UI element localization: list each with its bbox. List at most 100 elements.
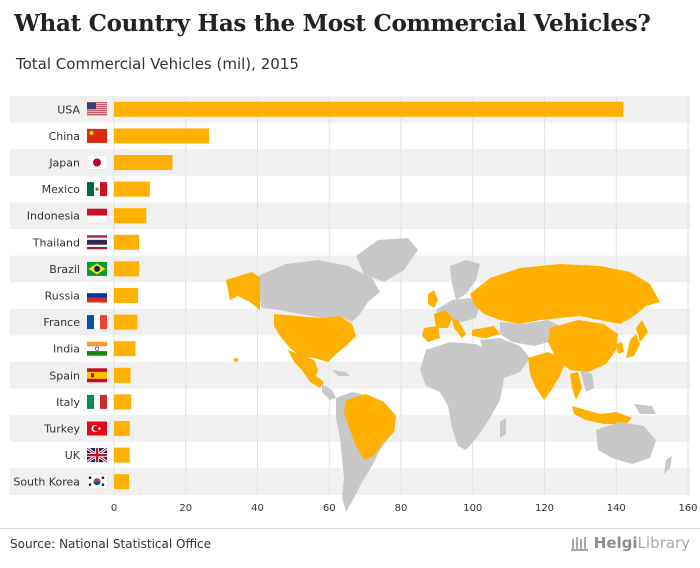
category-label: Thailand xyxy=(32,236,80,249)
bar-russia xyxy=(114,288,139,303)
map-indonesia xyxy=(572,406,632,424)
jp-flag-icon xyxy=(86,155,108,170)
id-flag-icon xyxy=(86,208,108,223)
x-tick-label: 40 xyxy=(251,503,264,514)
category-label: Italy xyxy=(56,396,80,409)
map-italy xyxy=(452,318,466,338)
map-new-guinea xyxy=(634,404,656,414)
flags xyxy=(86,102,108,489)
bar-japan xyxy=(114,155,173,170)
category-label: India xyxy=(53,343,80,356)
map-scandinavia xyxy=(450,260,480,300)
x-tick-label: 0 xyxy=(111,503,117,514)
category-label: USA xyxy=(57,103,80,116)
bar-chart: USA China Japan Mexico Indonesia Thailand Braz… xyxy=(10,96,698,514)
x-axis-ticks: 0 20 40 60 80 100 120 140 160 xyxy=(111,503,698,514)
map-japan xyxy=(626,334,640,358)
es-flag-icon xyxy=(87,368,107,383)
map-india xyxy=(528,352,566,400)
map-central-america xyxy=(322,384,336,400)
category-label: Indonesia xyxy=(27,210,80,223)
category-label: Spain xyxy=(49,369,80,382)
brand-logo: HelgiLibrary xyxy=(570,534,690,552)
brand-name-bold: Helgi xyxy=(593,534,638,552)
map-korea xyxy=(616,342,624,354)
map-alaska xyxy=(226,272,260,310)
x-tick-label: 80 xyxy=(395,503,408,514)
fr-flag-icon xyxy=(87,315,107,330)
map-se-asia xyxy=(580,370,594,392)
bar-india xyxy=(114,341,136,357)
bar-turkey xyxy=(114,421,130,436)
th-flag-icon xyxy=(87,235,107,250)
in-flag-icon xyxy=(87,341,107,356)
map-brazil xyxy=(344,394,396,460)
category-label: UK xyxy=(65,449,81,462)
x-tick-label: 60 xyxy=(323,503,336,514)
x-tick-label: 160 xyxy=(678,503,697,514)
bar-brazil xyxy=(114,261,140,277)
brand-name-light: Library xyxy=(637,534,690,552)
map-usa xyxy=(274,314,356,362)
category-label: Mexico xyxy=(42,183,81,196)
footer-divider xyxy=(0,528,700,529)
bar-mexico xyxy=(114,181,150,197)
chart-title: What Country Has the Most Commercial Veh… xyxy=(14,10,651,37)
category-label: Russia xyxy=(45,290,80,303)
x-tick-label: 20 xyxy=(179,503,192,514)
map-spain xyxy=(422,326,440,342)
bar-france xyxy=(114,314,138,330)
bar-italy xyxy=(114,394,132,410)
chart-subtitle: Total Commercial Vehicles (mil), 2015 xyxy=(16,55,299,73)
category-label: Turkey xyxy=(43,423,80,436)
x-tick-label: 120 xyxy=(535,503,554,514)
map-greenland xyxy=(356,238,418,282)
category-labels: USA China Japan Mexico Indonesia Thailand Braz… xyxy=(13,103,80,488)
category-label: Brazil xyxy=(49,263,80,276)
map-china xyxy=(548,320,618,372)
bar-usa xyxy=(114,101,624,117)
map-caribbean xyxy=(332,370,350,376)
us-flag-icon xyxy=(87,102,107,116)
map-madagascar xyxy=(500,418,506,438)
map-africa xyxy=(420,342,504,450)
map-new-zealand xyxy=(664,456,672,474)
row-band xyxy=(10,149,690,176)
library-icon xyxy=(570,537,588,551)
bar-thailand xyxy=(114,234,140,250)
kr-flag-icon xyxy=(86,474,108,489)
bar-indonesia xyxy=(114,208,147,224)
map-thailand xyxy=(570,372,582,400)
category-label: China xyxy=(49,130,80,143)
cn-flag-icon xyxy=(87,128,107,143)
x-tick-label: 100 xyxy=(463,503,482,514)
uk-flag-icon xyxy=(86,446,108,464)
it-flag-icon xyxy=(87,394,107,409)
bar-china xyxy=(114,128,210,144)
map-russia-east xyxy=(636,320,648,342)
br-flag-icon xyxy=(87,261,107,276)
bar-spain xyxy=(114,367,131,383)
world-map xyxy=(226,238,672,512)
category-label: South Korea xyxy=(13,476,80,489)
mx-flag-icon xyxy=(87,182,107,197)
bar-south-korea xyxy=(114,474,130,490)
source-note: Source: National Statistical Office xyxy=(10,537,212,551)
x-tick-label: 140 xyxy=(607,503,626,514)
map-australia xyxy=(596,422,656,464)
map-canada xyxy=(258,260,380,322)
ru-flag-icon xyxy=(86,288,108,303)
map-hawaii xyxy=(234,358,238,362)
category-label: Japan xyxy=(48,157,80,170)
map-uk xyxy=(428,290,438,308)
row-band xyxy=(10,202,690,229)
map-russia xyxy=(470,264,660,324)
map-france xyxy=(434,310,452,328)
bars xyxy=(114,101,624,490)
tr-flag-icon xyxy=(87,421,107,436)
map-central-asia xyxy=(500,320,560,346)
map-turkey xyxy=(472,326,500,338)
map-mexico xyxy=(288,350,324,388)
category-label: France xyxy=(43,316,80,329)
bar-uk xyxy=(114,447,130,463)
